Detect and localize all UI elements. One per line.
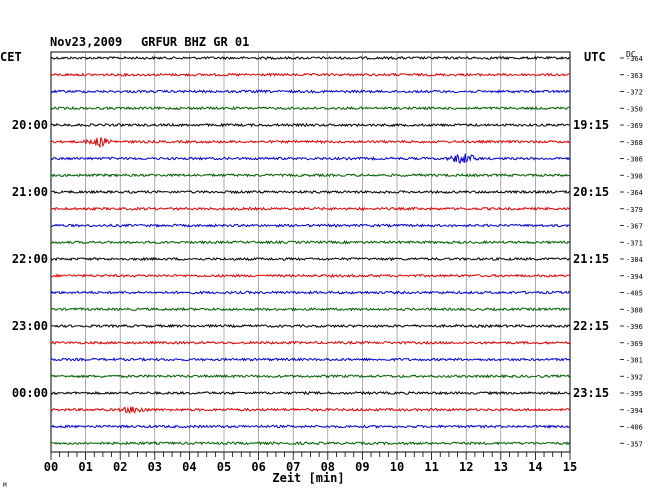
dc-offset-label: -406 <box>626 424 643 432</box>
trace-line <box>50 206 571 212</box>
x-tick-label: 11 <box>424 460 438 474</box>
dc-offset-label: -363 <box>626 72 643 80</box>
trace-line <box>50 153 571 164</box>
trace-line <box>50 55 571 61</box>
dc-offset-label: -357 <box>626 440 643 448</box>
dc-offset-label: -364 <box>626 55 643 63</box>
dc-offset-label: -386 <box>626 156 643 164</box>
x-tick-label: 02 <box>113 460 127 474</box>
dc-label: DC <box>626 50 636 59</box>
trace-line <box>50 390 571 396</box>
x-tick-label: 07 <box>286 460 300 474</box>
cet-time-label: 23:00 <box>12 319 48 333</box>
station-label: GRFUR BHZ GR 01 <box>141 35 250 49</box>
x-axis-label: Zeit [min] <box>272 471 344 485</box>
dc-offset-label: -368 <box>626 139 643 147</box>
trace-line <box>50 223 570 228</box>
dc-offset-label: -367 <box>626 223 643 231</box>
dc-offset-label: -372 <box>626 89 643 97</box>
trace-line <box>50 441 571 446</box>
trace-line <box>50 137 571 149</box>
dc-offset-label: -384 <box>626 256 643 264</box>
dc-offset-label: -396 <box>626 323 643 331</box>
dc-offset-label: -381 <box>626 357 643 365</box>
x-tick-label: 00 <box>44 460 58 474</box>
dc-offset-label: -364 <box>626 189 643 197</box>
x-tick-label: 01 <box>78 460 92 474</box>
x-tick-label: 05 <box>217 460 231 474</box>
corner-mark: M <box>3 482 7 489</box>
x-tick-label: 10 <box>390 460 404 474</box>
cet-time-label: 00:00 <box>12 386 48 400</box>
x-tick-label: 08 <box>321 460 335 474</box>
left-timezone-label: CET <box>0 50 22 64</box>
trace-line <box>50 239 571 245</box>
dc-offset-label: -369 <box>626 122 643 130</box>
dc-offset-label: -371 <box>626 239 643 247</box>
trace-line <box>50 323 571 329</box>
x-tick-label: 04 <box>182 460 196 474</box>
cet-time-label: 20:00 <box>12 118 48 132</box>
x-tick-label: 14 <box>528 460 542 474</box>
dc-offset-label: -398 <box>626 172 643 180</box>
dc-offset-label: -405 <box>626 290 643 298</box>
trace-line <box>50 89 571 94</box>
trace-line <box>50 290 571 295</box>
trace-line <box>50 306 571 312</box>
dc-offset-label: -369 <box>626 340 643 348</box>
trace-line <box>50 340 571 345</box>
trace-line <box>50 357 571 362</box>
x-tick-label: 12 <box>459 460 473 474</box>
dc-offset-label: -379 <box>626 206 643 214</box>
dc-offset-label: -392 <box>626 373 643 381</box>
x-tick-label: 09 <box>355 460 369 474</box>
x-tick-label: 13 <box>494 460 508 474</box>
trace-line <box>50 122 571 128</box>
utc-time-label: 20:15 <box>573 185 609 199</box>
utc-time-label: 19:15 <box>573 118 609 132</box>
dc-offset-label: -395 <box>626 390 643 398</box>
trace-line <box>50 72 570 78</box>
utc-time-label: 23:15 <box>573 386 609 400</box>
trace-line <box>50 373 571 379</box>
right-timezone-label: UTC <box>584 50 606 64</box>
title-date: Nov23,2009 <box>50 35 123 49</box>
trace-line <box>50 256 571 262</box>
x-tick-label: 03 <box>148 460 162 474</box>
trace-line <box>50 189 571 195</box>
x-tick-label: 15 <box>563 460 577 474</box>
dc-offset-label: -394 <box>626 273 643 281</box>
trace-line <box>50 406 571 415</box>
cet-time-label: 21:00 <box>12 185 48 199</box>
trace-line <box>50 273 571 279</box>
utc-time-label: 21:15 <box>573 252 609 266</box>
cet-time-label: 22:00 <box>12 252 48 266</box>
utc-time-label: 22:15 <box>573 319 609 333</box>
dc-offset-label: -388 <box>626 306 643 314</box>
trace-line <box>50 173 571 178</box>
trace-line <box>50 424 571 429</box>
x-tick-label: 06 <box>251 460 265 474</box>
dc-offset-label: -394 <box>626 407 643 415</box>
trace-line <box>50 105 571 111</box>
dc-offset-label: -350 <box>626 105 643 113</box>
